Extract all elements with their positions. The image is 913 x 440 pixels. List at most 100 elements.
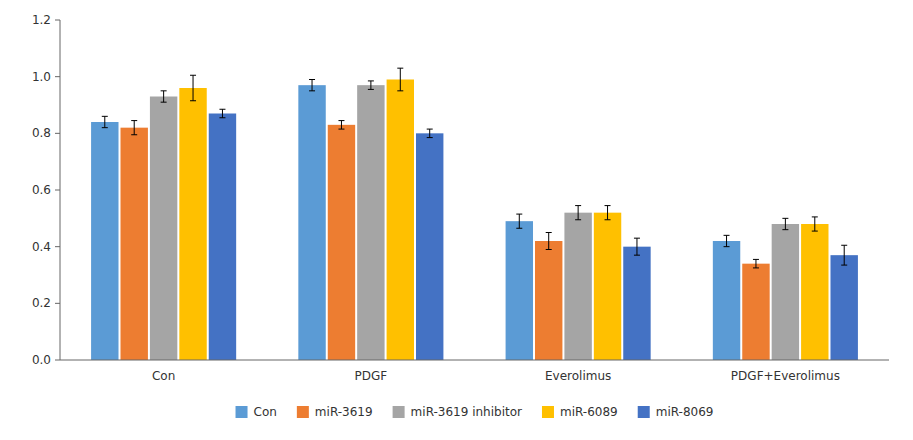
bar — [328, 125, 355, 360]
error-bar — [338, 121, 344, 129]
error-cap — [841, 265, 847, 266]
bar — [179, 88, 206, 360]
error-cap — [131, 134, 137, 135]
error-cap — [753, 259, 759, 260]
y-tick — [55, 360, 60, 361]
legend-item: Con — [236, 405, 277, 419]
error-bar — [812, 217, 818, 231]
error-bar — [724, 235, 730, 246]
y-tick — [55, 303, 60, 304]
error-cap — [812, 216, 818, 217]
error-cap — [190, 75, 196, 76]
error-bar — [516, 214, 522, 228]
legend-label: miR-3619 inhibitor — [411, 405, 522, 419]
error-bar — [309, 80, 315, 91]
error-cap — [161, 90, 167, 91]
error-cap — [338, 120, 344, 121]
x-axis: ConPDGFEverolimusPDGF+Everolimus — [60, 360, 889, 383]
x-tick-label: PDGF — [355, 369, 388, 383]
error-cap — [575, 205, 581, 206]
error-cap — [841, 245, 847, 246]
bar — [742, 264, 769, 360]
y-tick-label: 0.8 — [32, 126, 51, 140]
error-cap — [102, 127, 108, 128]
error-bar — [161, 91, 167, 102]
bar — [623, 247, 650, 360]
y-tick-label: 0.6 — [32, 183, 51, 197]
bar — [298, 85, 325, 360]
error-cap — [397, 68, 403, 69]
error-line — [755, 259, 756, 268]
error-cap — [782, 218, 788, 219]
error-line — [519, 214, 520, 228]
y-axis: 0.00.20.40.60.81.01.2 — [32, 13, 60, 367]
error-cap — [575, 219, 581, 220]
legend-label: miR-8069 — [656, 405, 714, 419]
bars — [91, 80, 858, 361]
error-cap — [634, 255, 640, 256]
error-line — [636, 238, 637, 255]
legend-swatch — [236, 406, 248, 418]
x-tick-label: PDGF+Everolimus — [731, 369, 840, 383]
error-cap — [338, 129, 344, 130]
error-line — [726, 235, 727, 246]
error-cap — [131, 120, 137, 121]
legend-item: miR-3619 inhibitor — [393, 405, 522, 419]
bar — [801, 224, 828, 360]
error-cap — [605, 205, 611, 206]
error-cap — [190, 100, 196, 101]
legend-label: miR-6089 — [560, 405, 618, 419]
error-line — [341, 121, 342, 129]
error-line — [578, 206, 579, 220]
legend: Con miR-3619 miR-3619 inhibitor miR-6089 miR… — [236, 405, 714, 419]
error-bar — [782, 218, 788, 229]
error-cap — [161, 102, 167, 103]
error-line — [163, 91, 164, 102]
error-line — [785, 218, 786, 229]
error-bar — [219, 109, 225, 118]
y-tick-label: 1.2 — [32, 13, 51, 27]
error-bar — [368, 81, 374, 90]
error-cap — [516, 214, 522, 215]
bar — [830, 255, 857, 360]
error-bar — [634, 238, 640, 255]
error-bar — [190, 75, 196, 101]
x-tick-label: Everolimus — [545, 369, 611, 383]
error-bar — [841, 245, 847, 265]
error-cap — [309, 90, 315, 91]
error-cap — [546, 249, 552, 250]
error-cap — [397, 90, 403, 91]
error-line — [193, 75, 194, 101]
bar — [150, 97, 177, 361]
error-bars — [102, 68, 847, 268]
error-cap — [368, 80, 374, 81]
error-line — [400, 68, 401, 91]
bar — [535, 241, 562, 360]
y-tick-label: 0.2 — [32, 296, 51, 310]
bar — [209, 114, 236, 361]
error-line — [429, 129, 430, 138]
legend-label: miR-3619 — [315, 405, 373, 419]
error-bar — [575, 206, 581, 220]
legend-swatch — [638, 406, 650, 418]
error-cap — [812, 231, 818, 232]
bar — [564, 213, 591, 360]
error-line — [607, 206, 608, 220]
error-bar — [605, 206, 611, 220]
error-bar — [131, 121, 137, 135]
error-line — [312, 80, 313, 91]
chart: 0.00.20.40.60.81.01.2ConPDGFEverolimusPD… — [0, 0, 913, 440]
error-cap — [782, 229, 788, 230]
error-cap — [219, 117, 225, 118]
error-cap — [605, 219, 611, 220]
legend-item: miR-8069 — [638, 405, 714, 419]
error-line — [104, 116, 105, 127]
y-tick — [55, 20, 60, 21]
y-tick — [55, 133, 60, 134]
error-line — [134, 121, 135, 135]
y-tick-label: 0.0 — [32, 353, 51, 367]
bar — [357, 85, 384, 360]
bar — [416, 133, 443, 360]
y-tick-label: 0.4 — [32, 240, 51, 254]
error-bar — [546, 233, 552, 250]
